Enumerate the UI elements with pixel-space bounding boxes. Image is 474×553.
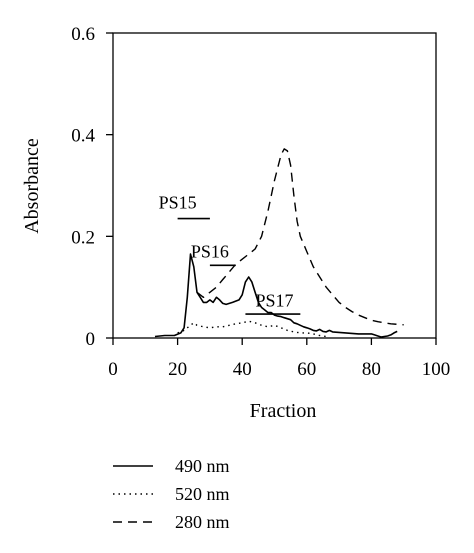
x-tick-label: 40: [233, 359, 252, 380]
plot-frame: [112, 32, 437, 339]
x-axis-label: Fraction: [250, 400, 317, 422]
y-tick-label: 0: [86, 329, 96, 350]
x-tick-label: 80: [362, 359, 381, 380]
series-line-280-nm: [196, 148, 404, 326]
annotation-ps15: PS15: [159, 192, 197, 212]
legend: 490 nm 520 nm 280 nm: [113, 456, 230, 532]
y-tick-label: 0.2: [71, 227, 95, 248]
x-tick-label: 100: [422, 359, 451, 380]
legend-label: 520 nm: [175, 484, 230, 504]
annotation-ps17: PS17: [255, 290, 293, 310]
x-tick-label: 20: [168, 359, 187, 380]
annotation-ps16: PS16: [191, 242, 229, 262]
x-tick-label: 0: [108, 359, 118, 380]
y-axis-label: Absorbance: [21, 138, 43, 234]
legend-label: 490 nm: [175, 456, 230, 476]
x-tick-label: 60: [297, 359, 316, 380]
legend-label: 280 nm: [175, 512, 230, 532]
y-tick-label: 0.6: [71, 24, 95, 45]
series-line-490-nm: [154, 253, 398, 338]
series-line-520-nm: [177, 320, 327, 338]
y-tick-label: 0.4: [71, 126, 95, 147]
